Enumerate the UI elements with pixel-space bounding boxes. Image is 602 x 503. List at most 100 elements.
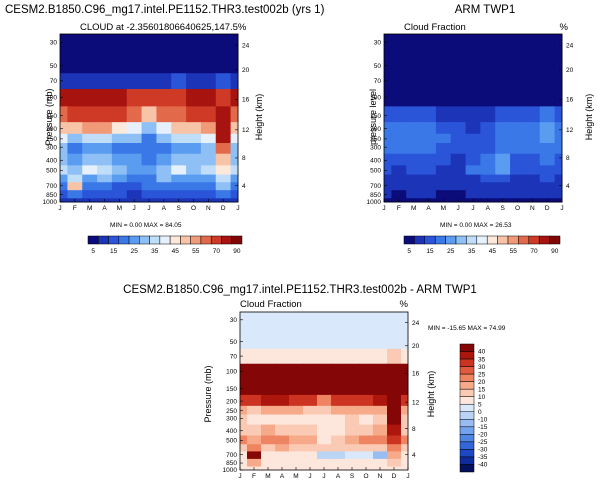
contour-cell [67,106,83,123]
contour-cell [240,312,248,332]
contour-cell [289,348,304,365]
contour-cell [60,106,68,123]
contour-cell [373,312,388,332]
contour-cell [480,53,496,74]
contour-cell [97,133,113,144]
contour-cell [421,53,437,74]
contour-cell [421,143,437,155]
panel-2-colorbar: 5 15 25 35 45 55 70 90 [403,235,561,255]
contour-cell [200,89,217,107]
contour-cell [373,424,388,437]
contour-cell [67,122,83,135]
contour-cell [317,330,332,350]
height-tick-label: 4 [242,183,246,190]
contour-cell [495,34,511,55]
contour-cell [289,312,304,332]
contour-cell [406,89,422,107]
contour-cell [230,53,239,74]
contour-cell [215,174,232,183]
contour-cell [401,363,409,381]
contour-cell [524,89,541,107]
contour-cell [450,190,467,199]
colorbar-box [459,441,475,450]
contour-cell [465,182,481,191]
month-tick-label: M [117,205,122,212]
contour-cell [450,34,467,55]
colorbar-box [549,235,561,245]
month-tick-label: D [392,473,397,480]
contour-cell [97,73,113,90]
contour-cell [247,444,262,452]
height-tick-label: 20 [412,343,420,350]
pressure-tick-label: 1000 [367,199,382,206]
pressure-tick-label: 30 [50,40,58,47]
contour-cell [387,458,402,468]
contour-cell [126,190,143,199]
contour-cell [401,405,409,416]
contour-cell [240,435,248,445]
contour-cell [384,53,392,74]
contour-cell [384,198,392,203]
height-tick-label: 24 [242,42,250,49]
contour-cell [359,394,374,407]
contour-cell [345,405,360,416]
colorbar-box [459,373,475,382]
contour-cell [275,414,290,426]
contour-cell [97,89,113,107]
contour-cell [200,165,217,176]
contour-cell [303,444,318,452]
contour-cell [289,444,304,452]
pressure-tick-label: 700 [370,183,381,190]
colorbar-box [459,343,475,352]
contour-cell [554,122,563,135]
month-tick-label: J [58,205,61,212]
contour-cell [331,424,346,437]
contour-cell [510,190,526,199]
colorbar-box [507,235,519,245]
contour-cell [387,312,402,332]
contour-cell [141,53,157,74]
contour-cell [391,190,407,199]
contour-cell [240,394,248,407]
contour-cell [111,53,128,74]
pressure-tick-label: 200 [46,126,57,133]
contour-cell [67,153,83,166]
pressure-tick-label: 850 [46,192,57,199]
contour-cell [82,165,98,176]
contour-cell [303,458,318,468]
contour-cell [126,153,143,166]
pressure-tick-label: 500 [46,168,57,175]
contour-cell [401,451,409,460]
colorbar-box [466,235,478,245]
contour-cell [230,106,239,123]
contour-cell [359,363,374,381]
height-tick-label: 8 [566,155,570,162]
contour-cell [373,414,388,426]
contour-cell [539,143,556,155]
contour-cell [240,405,248,416]
contour-cell [331,444,346,452]
contour-cell [275,348,290,365]
contour-cell [391,143,407,155]
contour-cell [387,424,402,437]
contour-cell [359,312,374,332]
colorbar-box [169,235,181,245]
contour-cell [247,414,262,426]
contour-cell [524,182,541,191]
contour-cell [230,122,239,135]
contour-cell [524,165,541,176]
contour-cell [261,444,276,452]
colorbar-box [459,366,475,375]
contour-cell [554,53,563,74]
contour-cell [539,133,556,144]
contour-cell [450,133,467,144]
contour-cell [450,53,467,74]
contour-cell [510,122,526,135]
contour-cell [111,89,128,107]
contour-cell [465,190,481,199]
colorbar-box [118,235,130,245]
colorbar-box [139,235,150,245]
contour-cell [480,89,496,107]
contour-cell [60,153,68,166]
contour-cell [495,73,511,90]
